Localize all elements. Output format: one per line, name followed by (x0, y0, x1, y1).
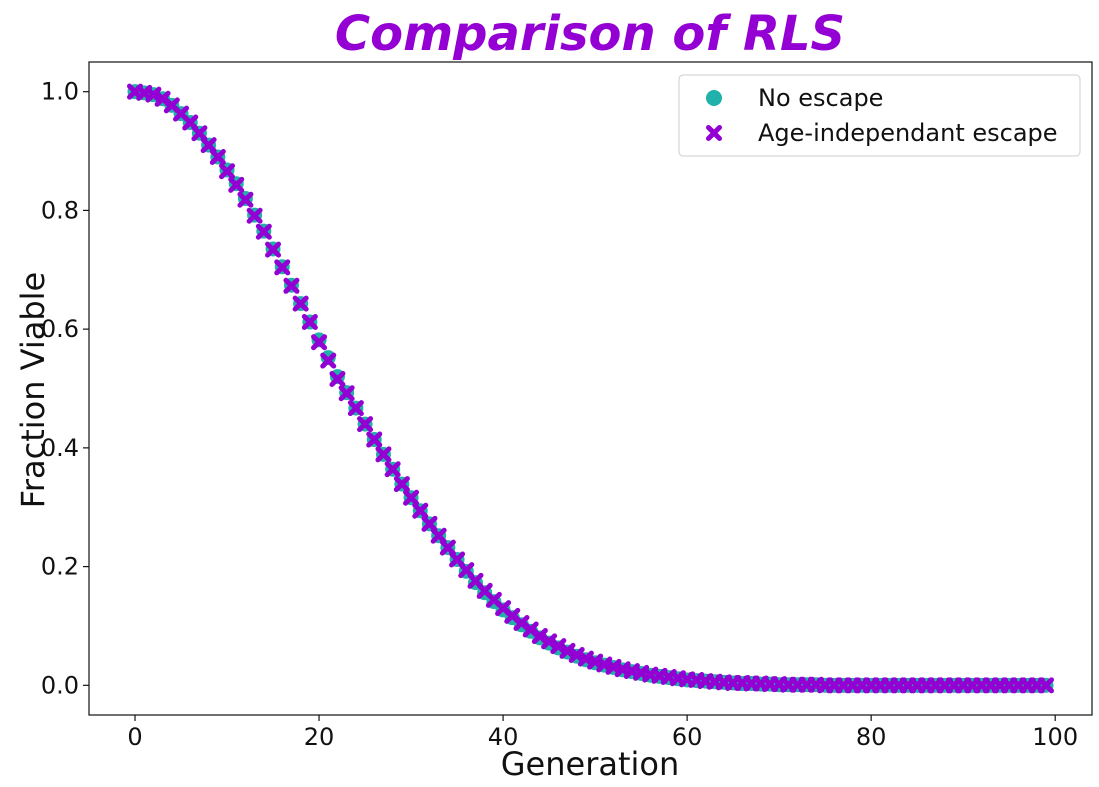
data-point (393, 476, 410, 493)
data-point (311, 334, 328, 351)
data-point (541, 633, 558, 650)
data-point (531, 628, 548, 645)
y-tick-label: 0.2 (41, 553, 79, 581)
x-tick-label: 80 (856, 723, 887, 751)
y-axis-label: Fraction Viable (14, 272, 52, 508)
series-1 (127, 83, 1054, 694)
x-tick-label: 20 (304, 723, 335, 751)
data-point (550, 638, 567, 655)
data-point (366, 431, 383, 448)
data-point (191, 125, 208, 142)
x-tick-label: 100 (1032, 723, 1078, 751)
data-point (228, 176, 245, 193)
data-point (200, 137, 217, 154)
data-point (421, 515, 438, 532)
y-tick-label: 0.6 (41, 315, 79, 343)
data-point (430, 527, 447, 544)
data-point (347, 400, 364, 417)
legend-label-no-escape: No escape (758, 84, 883, 112)
data-point (237, 191, 254, 208)
legend-box (678, 74, 1081, 157)
data-point (1037, 677, 1054, 694)
legend-label-age-independant-escape: Age-independant escape (758, 119, 1058, 147)
y-axis: 0.0 0.2 0.4 0.6 0.8 1.0 (41, 78, 89, 699)
series-0 (127, 84, 1054, 693)
data-point (439, 539, 456, 556)
x-axis: 0 20 40 60 80 100 (127, 715, 1078, 751)
legend: No escape Age-independant escape (678, 74, 1081, 157)
y-tick-label: 0.8 (41, 196, 79, 224)
data-point (384, 461, 401, 478)
legend-x-shape (706, 125, 722, 141)
data-point (375, 446, 392, 463)
data-point (357, 416, 374, 433)
data-point (274, 259, 291, 276)
data-point (283, 277, 300, 294)
y-tick-label: 1.0 (41, 78, 79, 106)
x-tick-label: 0 (127, 723, 142, 751)
legend-marker-no-escape (706, 90, 722, 106)
data-point (403, 489, 420, 506)
data-point (301, 314, 318, 331)
legend-marker-age-independant-escape (706, 125, 722, 141)
data-point (338, 385, 355, 402)
data-point (329, 371, 346, 388)
y-tick-label: 0.4 (41, 434, 79, 462)
y-tick-label: 0.0 (41, 671, 79, 699)
data-point (255, 223, 272, 240)
data-point (412, 502, 429, 519)
data-point (219, 163, 236, 180)
plot-area (88, 61, 1093, 716)
x-tick-label: 40 (488, 723, 519, 751)
data-points (127, 83, 1054, 694)
data-point (320, 352, 337, 369)
chart-title: Comparison of RLS (335, 6, 845, 62)
data-point (209, 148, 226, 165)
data-point (292, 295, 309, 312)
x-tick-label: 60 (672, 723, 703, 751)
x-axis-label: Generation (501, 745, 680, 783)
data-point (246, 207, 263, 224)
data-point (265, 241, 282, 258)
